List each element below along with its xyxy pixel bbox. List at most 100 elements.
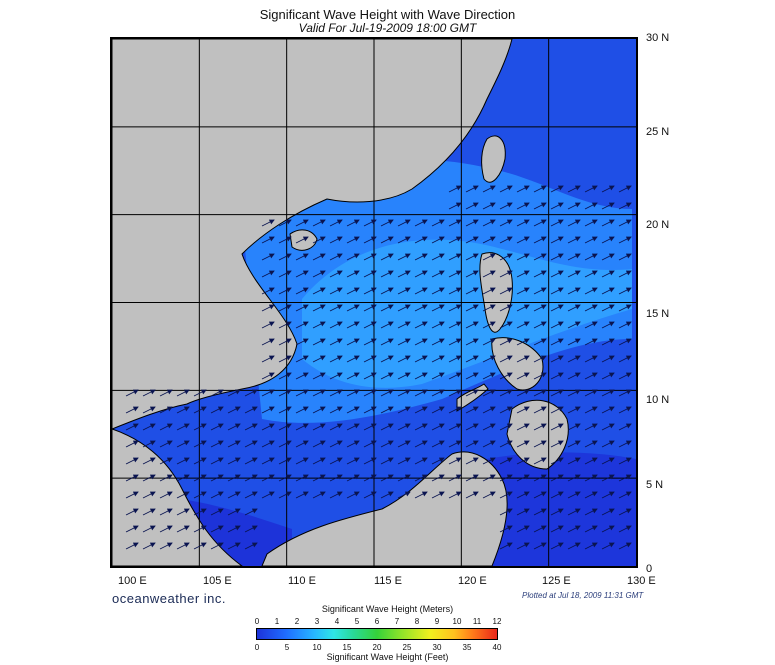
- wave-arrow: [550, 338, 564, 346]
- wave-arrow: [363, 457, 377, 465]
- wave-arrow: [210, 389, 224, 397]
- wave-arrow: [227, 389, 241, 397]
- wave-arrow: [295, 219, 309, 227]
- wave-arrow: [618, 270, 632, 278]
- wave-arrow: [618, 542, 632, 550]
- wave-arrow: [618, 508, 632, 516]
- wave-arrow: [312, 491, 326, 499]
- wave-arrow: [431, 253, 445, 261]
- wave-arrow: [312, 389, 326, 397]
- wave-arrow: [261, 440, 275, 448]
- wave-arrow: [193, 542, 207, 550]
- wave-arrow: [397, 219, 411, 227]
- wave-arrow: [397, 253, 411, 261]
- wave-arrow: [193, 423, 207, 431]
- wave-arrow: [567, 542, 581, 550]
- wave-arrow: [142, 491, 156, 499]
- wave-arrow: [516, 525, 530, 533]
- wave-arrow: [414, 440, 428, 448]
- wave-arrow: [380, 304, 394, 312]
- wave-arrow: [567, 355, 581, 363]
- wave-arrow: [516, 372, 530, 380]
- wave-arrow: [618, 491, 632, 499]
- wave-arrow: [346, 287, 360, 295]
- wave-arrow: [431, 491, 445, 499]
- wave-arrow: [227, 508, 241, 516]
- x-tick-100: 100 E: [118, 575, 147, 587]
- wave-arrow: [618, 406, 632, 414]
- wave-arrow: [142, 423, 156, 431]
- wave-arrow: [261, 406, 275, 414]
- wave-arrow: [261, 372, 275, 380]
- wave-arrow: [414, 389, 428, 397]
- wave-arrow: [295, 287, 309, 295]
- wave-arrow: [448, 270, 462, 278]
- wave-arrow: [210, 423, 224, 431]
- wave-arrow: [329, 253, 343, 261]
- wave-arrow: [601, 321, 615, 329]
- wave-arrow: [482, 474, 496, 482]
- wave-arrow: [278, 253, 292, 261]
- wave-arrow: [210, 542, 224, 550]
- wave-arrow: [210, 474, 224, 482]
- wave-arrow: [601, 491, 615, 499]
- wave-arrow: [295, 338, 309, 346]
- meter-tick: 7: [394, 617, 400, 626]
- wave-arrow: [210, 491, 224, 499]
- wave-arrow: [618, 219, 632, 227]
- colorbar-bottom-label: Significant Wave Height (Feet): [326, 652, 449, 662]
- wave-arrow: [363, 321, 377, 329]
- wave-arrow: [227, 474, 241, 482]
- wave-arrow: [533, 202, 547, 210]
- wave-arrow: [465, 202, 479, 210]
- wave-arrow: [278, 440, 292, 448]
- wave-arrow: [295, 270, 309, 278]
- wave-arrow: [516, 202, 530, 210]
- wave-arrow: [210, 508, 224, 516]
- wave-arrow: [159, 406, 173, 414]
- wave-arrow: [533, 542, 547, 550]
- wave-arrow: [414, 457, 428, 465]
- wave-arrow: [516, 508, 530, 516]
- wave-arrow: [159, 389, 173, 397]
- wave-arrow: [482, 236, 496, 244]
- wave-arrow: [380, 270, 394, 278]
- wave-arrow: [329, 440, 343, 448]
- wave-arrow: [499, 202, 513, 210]
- wave-arrow: [482, 338, 496, 346]
- wave-arrow: [533, 236, 547, 244]
- wave-arrow: [584, 440, 598, 448]
- y-tick-30: 30 N: [646, 32, 670, 44]
- wave-arrow: [465, 355, 479, 363]
- wave-arrow: [261, 287, 275, 295]
- wave-arrow: [567, 491, 581, 499]
- wave-arrow: [465, 253, 479, 261]
- wave-arrow: [159, 440, 173, 448]
- wave-arrow: [431, 457, 445, 465]
- wave-arrow: [601, 542, 615, 550]
- wave-arrow: [431, 338, 445, 346]
- wave-arrow: [465, 219, 479, 227]
- wave-arrow: [584, 525, 598, 533]
- wave-arrow: [346, 355, 360, 363]
- wave-arrow: [312, 406, 326, 414]
- wave-arrow: [533, 525, 547, 533]
- wave-arrow: [516, 338, 530, 346]
- wave-arrow: [329, 491, 343, 499]
- wave-arrow: [312, 236, 326, 244]
- x-tick-120: 120 E: [458, 575, 487, 587]
- wave-arrow: [448, 389, 462, 397]
- wave-arrow: [533, 491, 547, 499]
- wave-arrow: [584, 202, 598, 210]
- meter-tick: 0: [254, 617, 260, 626]
- wave-arrow: [159, 474, 173, 482]
- wave-arrow: [176, 474, 190, 482]
- wave-arrow: [244, 389, 258, 397]
- wave-arrow: [278, 321, 292, 329]
- feet-tick: 40: [492, 643, 502, 652]
- wave-arrow: [363, 253, 377, 261]
- wave-arrow: [533, 457, 547, 465]
- wave-arrow: [414, 304, 428, 312]
- wave-arrow: [601, 270, 615, 278]
- wave-arrow: [261, 321, 275, 329]
